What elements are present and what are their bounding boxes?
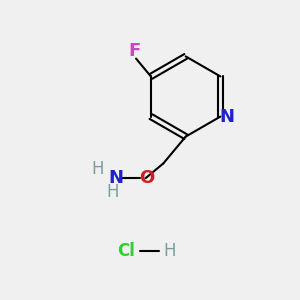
Text: H: H [163,242,176,260]
Text: F: F [128,42,141,60]
Text: N: N [108,169,123,187]
Text: N: N [220,108,235,126]
Text: H: H [92,160,104,178]
Text: Cl: Cl [117,242,135,260]
Text: O: O [140,169,155,187]
Text: H: H [106,183,119,201]
